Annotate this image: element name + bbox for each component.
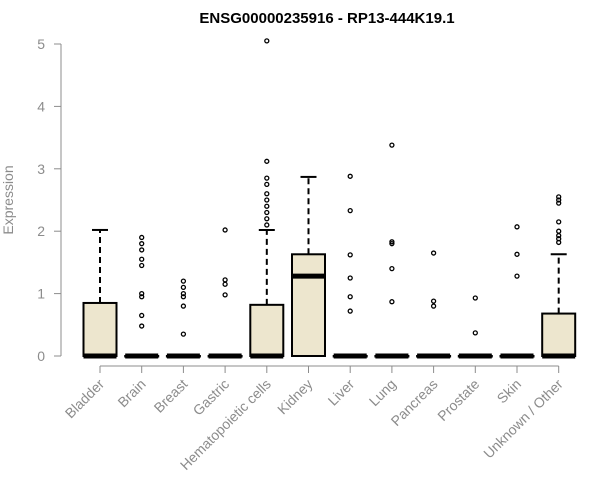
- box-body: [541, 312, 577, 357]
- outlier-point: [514, 273, 520, 279]
- y-axis: 0 1 2 3 4 5: [37, 36, 62, 364]
- outlier-point: [264, 203, 270, 209]
- x-tick-label: Prostate: [434, 376, 482, 424]
- x-tick-label: Brain: [114, 376, 148, 410]
- box-prostate: [457, 295, 493, 359]
- outlier-point: [180, 278, 187, 284]
- outlier-point: [389, 241, 395, 247]
- outlier-point: [389, 239, 395, 245]
- outlier-point: [347, 207, 353, 214]
- y-tick-label: 1: [37, 286, 45, 302]
- outlier-point: [556, 194, 562, 200]
- outlier-point: [556, 228, 562, 234]
- outlier-point: [264, 175, 270, 181]
- box-breast: [165, 278, 201, 359]
- outlier-point: [347, 294, 353, 300]
- box-unknown-other: [541, 194, 577, 359]
- outlier-point: [139, 290, 145, 297]
- outlier-point: [347, 173, 353, 179]
- outlier-point: [180, 284, 187, 291]
- box-gastric: [207, 227, 243, 359]
- box-body: [249, 303, 285, 357]
- box-body: [82, 301, 118, 357]
- outlier-point: [264, 38, 270, 44]
- outlier-point: [139, 312, 145, 319]
- outlier-point: [264, 197, 270, 203]
- outlier-point: [389, 265, 395, 272]
- outlier-point: [264, 222, 270, 228]
- x-tick-label: Skin: [494, 376, 525, 407]
- outlier-point: [430, 250, 437, 256]
- outlier-point: [514, 224, 520, 230]
- y-axis-label: Expression: [0, 165, 16, 234]
- outlier-point: [264, 191, 270, 197]
- y-tick-label: 2: [37, 223, 45, 239]
- outlier-point: [139, 241, 145, 247]
- outlier-point: [389, 142, 395, 148]
- outlier-point: [222, 227, 228, 233]
- x-tick-label: Unknown / Other: [480, 376, 566, 462]
- outlier-point: [180, 303, 187, 309]
- y-tick-label: 0: [37, 348, 45, 364]
- outlier-point: [139, 234, 145, 241]
- outlier-point: [139, 323, 145, 329]
- outlier-point: [139, 256, 145, 262]
- outlier-point: [139, 262, 145, 269]
- x-tick-label: Kidney: [274, 376, 316, 418]
- outlier-point: [222, 292, 228, 298]
- outlier-point: [556, 232, 562, 239]
- outlier-point: [264, 181, 270, 188]
- outlier-point: [389, 299, 395, 305]
- x-tick-label: Lung: [366, 376, 399, 409]
- box-lung: [374, 142, 410, 359]
- outlier-point: [430, 298, 437, 304]
- outlier-point: [222, 277, 228, 283]
- box-kidney: [291, 175, 326, 357]
- y-tick-label: 4: [37, 98, 45, 114]
- y-tick-label: 3: [37, 161, 45, 177]
- outlier-point: [264, 209, 270, 216]
- outlier-point: [264, 158, 270, 164]
- box-pancreas: [416, 250, 452, 359]
- outlier-point: [556, 236, 562, 242]
- box-brain: [124, 234, 160, 359]
- outlier-point: [556, 219, 562, 225]
- outlier-point: [180, 294, 187, 300]
- y-tick-label: 5: [37, 36, 45, 52]
- outlier-point: [139, 294, 145, 300]
- outlier-point: [347, 275, 353, 281]
- outlier-point: [264, 216, 270, 222]
- box-bladder: [82, 228, 118, 359]
- outlier-point: [180, 331, 187, 337]
- x-tick-label: Bladder: [62, 376, 108, 422]
- x-tick-label: Liver: [325, 376, 358, 409]
- outlier-point: [514, 251, 520, 257]
- chart-title: ENSG00000235916 - RP13-444K19.1: [199, 10, 454, 27]
- box-group: [82, 38, 577, 359]
- outlier-point: [472, 330, 478, 336]
- outlier-point: [139, 247, 145, 253]
- box-liver: [332, 173, 368, 359]
- outlier-point: [180, 290, 187, 297]
- box-body: [291, 253, 326, 357]
- outlier-point: [347, 308, 353, 314]
- outlier-point: [222, 281, 228, 287]
- outlier-point: [556, 197, 562, 203]
- outlier-point: [347, 252, 353, 258]
- outlier-point: [430, 303, 437, 309]
- outlier-point: [556, 200, 562, 206]
- box-skin: [499, 224, 535, 359]
- box-hematopoietic-cells: [249, 38, 285, 359]
- x-tick-label: Breast: [151, 376, 191, 416]
- outlier-point: [472, 295, 478, 301]
